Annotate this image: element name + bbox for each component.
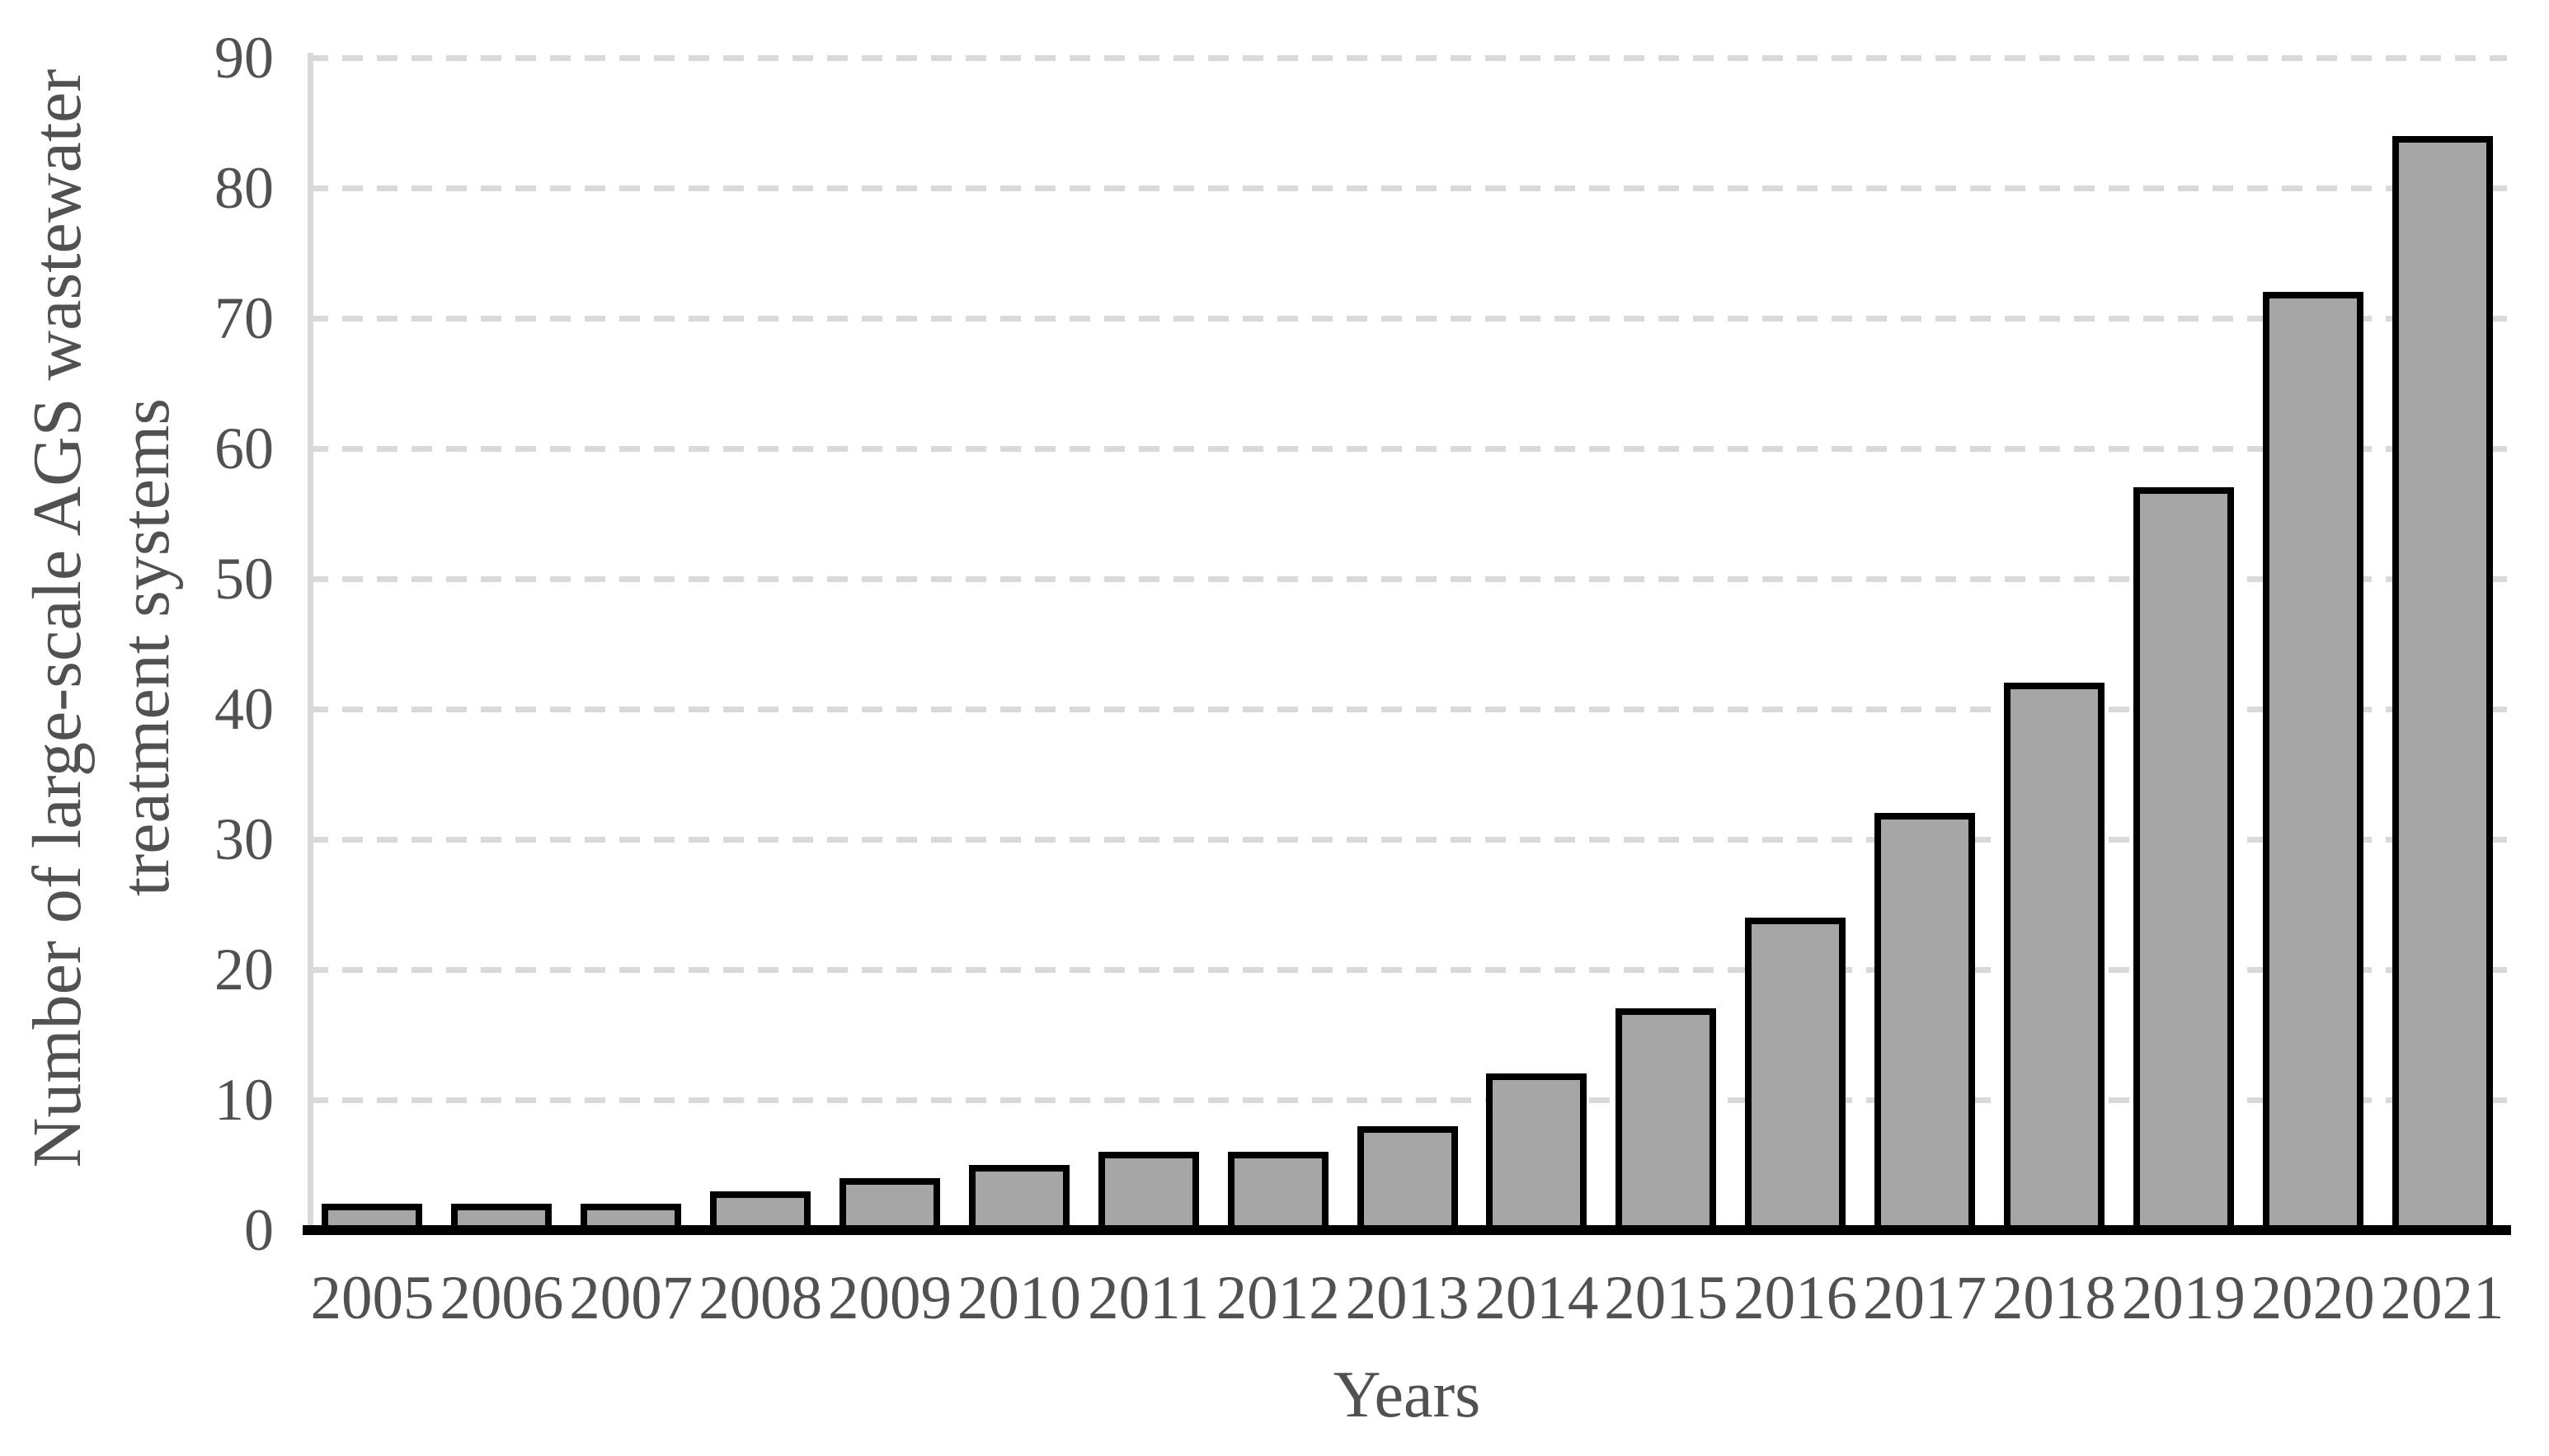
x-tick-label-2010: 2010 <box>957 1264 1081 1332</box>
gridline-50 <box>308 576 2507 582</box>
y-tick-label-20: 20 <box>214 937 274 1003</box>
y-tick-label-0: 0 <box>244 1197 274 1263</box>
x-tick-label-2013: 2013 <box>1345 1264 1470 1332</box>
x-tick-label-2011: 2011 <box>1088 1264 1210 1332</box>
gridline-40 <box>308 707 2507 712</box>
y-tick-label-60: 60 <box>214 416 274 481</box>
x-tick-label-2020: 2020 <box>2250 1264 2375 1332</box>
bar-2012 <box>1227 1152 1329 1235</box>
x-tick-label-2012: 2012 <box>1216 1264 1340 1332</box>
x-axis-line <box>303 1225 2511 1235</box>
bar-2021 <box>2391 135 2493 1235</box>
x-tick-label-2008: 2008 <box>698 1264 823 1332</box>
x-tick-label-2017: 2017 <box>1863 1264 1987 1332</box>
gridline-90 <box>308 55 2507 61</box>
x-tick-label-2018: 2018 <box>1992 1264 2116 1332</box>
gridline-10 <box>308 1097 2507 1103</box>
y-tick-label-90: 90 <box>214 25 274 91</box>
x-tick-label-2005: 2005 <box>310 1264 435 1332</box>
bar-2018 <box>2003 683 2105 1235</box>
x-axis-title: Years <box>1333 1359 1481 1431</box>
bar-2015 <box>1615 1008 1717 1235</box>
x-tick-label-2015: 2015 <box>1604 1264 1728 1332</box>
gridline-60 <box>308 446 2507 452</box>
y-tick-label-10: 10 <box>214 1067 274 1133</box>
x-tick-label-2014: 2014 <box>1474 1264 1599 1332</box>
bar-2016 <box>1745 917 1846 1235</box>
y-tick-label-30: 30 <box>214 806 274 872</box>
x-tick-label-2016: 2016 <box>1733 1264 1858 1332</box>
y-tick-label-70: 70 <box>214 285 274 351</box>
bar-2014 <box>1486 1073 1587 1235</box>
bar-2013 <box>1357 1125 1458 1235</box>
y-tick-label-40: 40 <box>214 676 274 742</box>
bar-2017 <box>1874 813 1976 1235</box>
bar-2020 <box>2262 292 2363 1235</box>
x-tick-label-2021: 2021 <box>2380 1264 2504 1332</box>
x-tick-label-2006: 2006 <box>440 1264 564 1332</box>
x-tick-label-2019: 2019 <box>2121 1264 2246 1332</box>
y-tick-label-80: 80 <box>214 155 274 221</box>
x-tick-label-2009: 2009 <box>827 1264 952 1332</box>
gridline-70 <box>308 316 2507 322</box>
y-axis-line <box>308 53 313 1235</box>
gridline-20 <box>308 967 2507 973</box>
y-tick-label-50: 50 <box>214 546 274 612</box>
bar-2019 <box>2133 487 2234 1235</box>
gridline-80 <box>308 186 2507 191</box>
gridline-30 <box>308 837 2507 843</box>
x-tick-label-2007: 2007 <box>569 1264 694 1332</box>
bar-2011 <box>1098 1152 1199 1235</box>
